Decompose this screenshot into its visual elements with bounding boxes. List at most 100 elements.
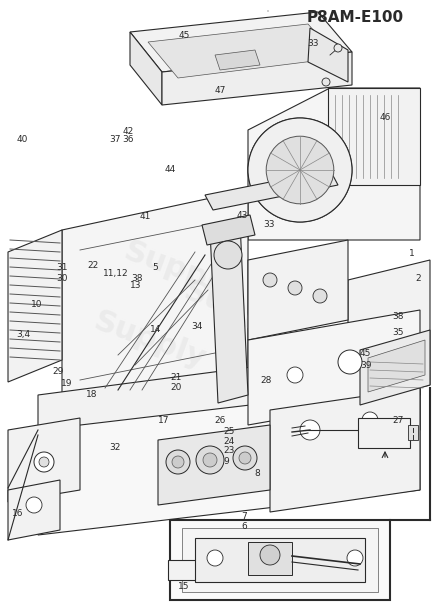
Text: 2: 2 (416, 274, 422, 282)
Circle shape (34, 452, 54, 472)
Circle shape (248, 118, 352, 222)
Text: 18: 18 (86, 390, 97, 398)
Circle shape (214, 241, 242, 269)
Text: 32: 32 (109, 443, 121, 452)
Text: 5: 5 (152, 263, 158, 271)
Polygon shape (205, 170, 338, 210)
Circle shape (266, 136, 334, 204)
Polygon shape (62, 190, 248, 425)
Polygon shape (308, 28, 348, 82)
Circle shape (300, 420, 320, 440)
Text: 39: 39 (360, 361, 371, 370)
Polygon shape (328, 88, 420, 185)
Text: 47: 47 (215, 86, 226, 95)
Circle shape (334, 44, 342, 52)
Polygon shape (202, 215, 255, 245)
Circle shape (196, 446, 224, 474)
Polygon shape (408, 425, 418, 440)
Text: 45: 45 (360, 349, 371, 357)
Circle shape (233, 446, 257, 470)
Polygon shape (358, 418, 410, 448)
Text: 13: 13 (130, 282, 141, 290)
Circle shape (338, 350, 362, 374)
Polygon shape (248, 310, 420, 425)
Polygon shape (368, 340, 425, 392)
Text: 16: 16 (12, 509, 24, 518)
Text: 14: 14 (150, 326, 161, 334)
Text: 20: 20 (171, 384, 182, 392)
Polygon shape (38, 385, 420, 535)
Polygon shape (8, 480, 60, 540)
Polygon shape (8, 230, 62, 382)
Text: 43: 43 (237, 211, 248, 219)
Text: 21: 21 (171, 373, 182, 382)
Polygon shape (248, 88, 420, 240)
Circle shape (260, 545, 280, 565)
Text: P8AM-E100: P8AM-E100 (306, 10, 403, 26)
Text: P8AMEE-E100: P8AMEE-E100 (276, 588, 384, 602)
Circle shape (266, 136, 334, 204)
Polygon shape (38, 385, 420, 480)
Circle shape (172, 456, 184, 468)
Circle shape (203, 453, 217, 467)
Circle shape (26, 497, 42, 513)
Text: 15: 15 (178, 582, 190, 591)
Text: 1: 1 (409, 249, 415, 258)
Text: 19: 19 (61, 379, 72, 388)
Text: 11,12: 11,12 (103, 269, 129, 278)
Polygon shape (168, 560, 218, 580)
Text: 46: 46 (379, 113, 391, 122)
Text: 36: 36 (122, 135, 134, 144)
Circle shape (362, 412, 378, 428)
Text: 3,4: 3,4 (17, 331, 31, 339)
Text: 38: 38 (131, 274, 143, 282)
Text: 25: 25 (224, 427, 235, 436)
Polygon shape (270, 388, 420, 512)
Text: Supply: Supply (180, 276, 300, 344)
Text: 29: 29 (52, 367, 63, 376)
Text: Supply: Supply (90, 306, 210, 374)
Polygon shape (195, 538, 365, 582)
Text: 26: 26 (215, 416, 226, 425)
Text: 22: 22 (87, 262, 99, 270)
Circle shape (39, 457, 49, 467)
Text: 37: 37 (109, 135, 121, 144)
Circle shape (313, 289, 327, 303)
Polygon shape (148, 24, 338, 78)
Circle shape (263, 273, 277, 287)
Text: 33: 33 (263, 221, 275, 229)
Polygon shape (162, 52, 352, 105)
Text: 8: 8 (254, 469, 260, 478)
Text: 7: 7 (241, 512, 247, 521)
Polygon shape (348, 260, 430, 405)
Text: 17: 17 (158, 416, 169, 425)
Circle shape (166, 450, 190, 474)
Text: 42: 42 (122, 127, 134, 136)
Text: 45: 45 (178, 31, 190, 40)
Text: 6: 6 (241, 522, 247, 531)
Circle shape (207, 550, 223, 566)
Circle shape (347, 550, 363, 566)
Text: 9: 9 (224, 457, 229, 466)
Polygon shape (8, 418, 80, 502)
Polygon shape (215, 50, 260, 70)
Polygon shape (248, 240, 348, 340)
Circle shape (322, 78, 330, 86)
Text: 10: 10 (31, 300, 42, 309)
Text: 41: 41 (140, 213, 151, 221)
Text: 40: 40 (17, 135, 28, 144)
Polygon shape (130, 12, 352, 72)
Text: 30: 30 (56, 274, 68, 282)
Polygon shape (158, 425, 270, 505)
Circle shape (248, 118, 352, 222)
Text: 35: 35 (392, 329, 404, 337)
Text: 44: 44 (165, 166, 176, 174)
Polygon shape (130, 32, 162, 105)
Polygon shape (182, 528, 378, 592)
Text: 28: 28 (260, 376, 272, 384)
Circle shape (287, 367, 303, 383)
Text: 27: 27 (392, 416, 404, 425)
Text: 34: 34 (191, 323, 203, 331)
Polygon shape (248, 542, 292, 575)
Text: 23: 23 (224, 447, 235, 455)
